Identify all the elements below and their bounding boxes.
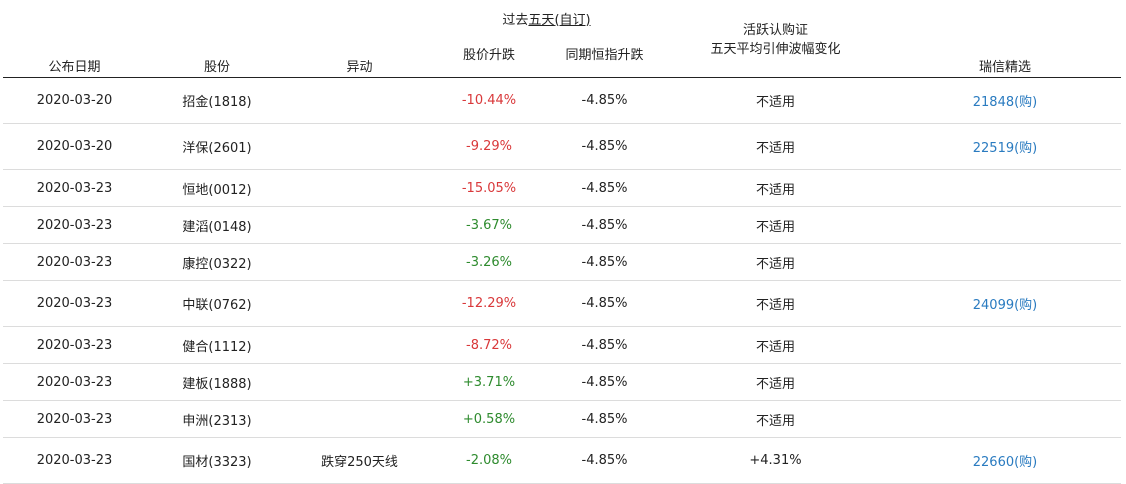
col-header-date[interactable]: 公布日期	[48, 60, 101, 75]
movement-cell	[288, 169, 431, 207]
movement-cell	[288, 326, 431, 364]
stock-change-cell: +0.58%	[431, 400, 547, 438]
ubs-warrant-link[interactable]: 21848(购)	[889, 77, 1121, 124]
stock-cell: 建板(1888)	[146, 363, 288, 401]
hsi-change-cell: -4.85%	[547, 363, 662, 401]
vol-change-cell: 不适用	[662, 280, 889, 327]
warrant-table: 公布日期 股份 异动 过去五天(自订) 活跃认购证 五天平均引伸波幅变化 瑞信精…	[3, 0, 1121, 484]
hsi-change-cell: -4.85%	[547, 77, 662, 124]
ubs-warrant-link	[889, 400, 1121, 438]
past-prefix: 过去	[502, 12, 529, 28]
date-cell: 2020-03-23	[3, 363, 146, 401]
vol-change-cell: 不适用	[662, 206, 889, 244]
date-cell: 2020-03-23	[3, 326, 146, 364]
date-cell: 2020-03-23	[3, 437, 146, 484]
movement-cell	[288, 77, 431, 124]
stock-cell: 申洲(2313)	[146, 400, 288, 438]
table-row: 2020-03-23 国材(3323) 跌穿250天线 -2.08% -4.85% +4.…	[3, 437, 1121, 484]
date-cell: 2020-03-23	[3, 206, 146, 244]
stock-cell: 健合(1112)	[146, 326, 288, 364]
stock-cell: 招金(1818)	[146, 77, 288, 124]
movement-cell	[288, 400, 431, 438]
stock-cell: 建滔(0148)	[146, 206, 288, 244]
movement-cell	[288, 123, 431, 170]
hsi-change-cell: -4.85%	[547, 123, 662, 170]
ubs-warrant-link	[889, 169, 1121, 207]
vol-change-cell: 不适用	[662, 169, 889, 207]
movement-cell	[288, 280, 431, 327]
table-header: 公布日期 股份 异动 过去五天(自订) 活跃认购证 五天平均引伸波幅变化 瑞信精…	[3, 0, 1121, 78]
col-header-stock[interactable]: 股份	[203, 60, 230, 75]
stock-cell: 中联(0762)	[146, 280, 288, 327]
vol-change-cell: 不适用	[662, 123, 889, 170]
stock-change-cell: -9.29%	[431, 123, 547, 170]
table-row: 2020-03-23 恒地(0012) -15.05% -4.85% 不适用	[3, 169, 1121, 207]
hsi-change-cell: -4.85%	[547, 280, 662, 327]
stock-change-cell: -12.29%	[431, 280, 547, 327]
warrant-vol-line2: 五天平均引伸波幅变化	[710, 41, 841, 57]
vol-change-cell: 不适用	[662, 400, 889, 438]
date-cell: 2020-03-23	[3, 243, 146, 281]
movement-cell	[288, 243, 431, 281]
col-header-hsi-change[interactable]: 同期恒指升跌	[565, 48, 644, 63]
table-row: 2020-03-23 健合(1112) -8.72% -4.85% 不适用	[3, 326, 1121, 364]
ubs-warrant-link	[889, 243, 1121, 281]
ubs-warrant-link	[889, 363, 1121, 401]
date-cell: 2020-03-23	[3, 169, 146, 207]
ubs-warrant-link[interactable]: 22660(购)	[889, 437, 1121, 484]
table-row: 2020-03-23 申洲(2313) +0.58% -4.85% 不适用	[3, 400, 1121, 438]
ubs-warrant-link	[889, 326, 1121, 364]
hsi-change-cell: -4.85%	[547, 169, 662, 207]
vol-change-cell: +4.31%	[662, 437, 889, 484]
stock-cell: 国材(3323)	[146, 437, 288, 484]
stock-cell: 恒地(0012)	[146, 169, 288, 207]
stock-cell: 洋保(2601)	[146, 123, 288, 170]
col-header-warrant-vol[interactable]: 活跃认购证 五天平均引伸波幅变化	[662, 0, 889, 78]
stock-change-cell: +3.71%	[431, 363, 547, 401]
vol-change-cell: 不适用	[662, 77, 889, 124]
date-cell: 2020-03-23	[3, 400, 146, 438]
date-cell: 2020-03-23	[3, 280, 146, 327]
stock-change-cell: -3.26%	[431, 243, 547, 281]
ubs-warrant-link	[889, 206, 1121, 244]
hsi-change-cell: -4.85%	[547, 437, 662, 484]
stock-change-cell: -2.08%	[431, 437, 547, 484]
ubs-warrant-link[interactable]: 24099(购)	[889, 280, 1121, 327]
hsi-change-cell: -4.85%	[547, 400, 662, 438]
table-row: 2020-03-23 建板(1888) +3.71% -4.85% 不适用	[3, 363, 1121, 401]
col-header-movement[interactable]: 异动	[346, 60, 373, 75]
table-body: 2020-03-20 招金(1818) -10.44% -4.85% 不适用 21848(…	[3, 77, 1121, 484]
movement-cell: 跌穿250天线	[288, 437, 431, 484]
table-row: 2020-03-20 洋保(2601) -9.29% -4.85% 不适用 22519(购…	[3, 123, 1121, 170]
table-row: 2020-03-23 中联(0762) -12.29% -4.85% 不适用 24099(…	[3, 280, 1121, 327]
table-row: 2020-03-20 招金(1818) -10.44% -4.85% 不适用 21848(…	[3, 77, 1121, 124]
table-row: 2020-03-23 建滔(0148) -3.67% -4.85% 不适用	[3, 206, 1121, 244]
ubs-warrant-link[interactable]: 22519(购)	[889, 123, 1121, 170]
past-days-selector[interactable]: 五天	[528, 12, 555, 28]
col-header-past-days: 过去五天(自订)	[431, 0, 662, 38]
hsi-change-cell: -4.85%	[547, 326, 662, 364]
vol-change-cell: 不适用	[662, 326, 889, 364]
stock-change-cell: -15.05%	[431, 169, 547, 207]
stock-cell: 康控(0322)	[146, 243, 288, 281]
stock-change-cell: -8.72%	[431, 326, 547, 364]
date-cell: 2020-03-20	[3, 123, 146, 170]
hsi-change-cell: -4.85%	[547, 243, 662, 281]
vol-change-cell: 不适用	[662, 243, 889, 281]
stock-change-cell: -10.44%	[431, 77, 547, 124]
movement-cell	[288, 363, 431, 401]
date-cell: 2020-03-20	[3, 77, 146, 124]
vol-change-cell: 不适用	[662, 363, 889, 401]
past-custom[interactable]: (自订)	[554, 12, 591, 28]
warrant-vol-line1: 活跃认购证	[742, 22, 808, 38]
col-header-ubs[interactable]: 瑞信精选	[978, 60, 1031, 75]
hsi-change-cell: -4.85%	[547, 206, 662, 244]
stock-change-cell: -3.67%	[431, 206, 547, 244]
col-header-stock-change[interactable]: 股价升跌	[462, 48, 515, 63]
table-row: 2020-03-23 康控(0322) -3.26% -4.85% 不适用	[3, 243, 1121, 281]
movement-cell	[288, 206, 431, 244]
